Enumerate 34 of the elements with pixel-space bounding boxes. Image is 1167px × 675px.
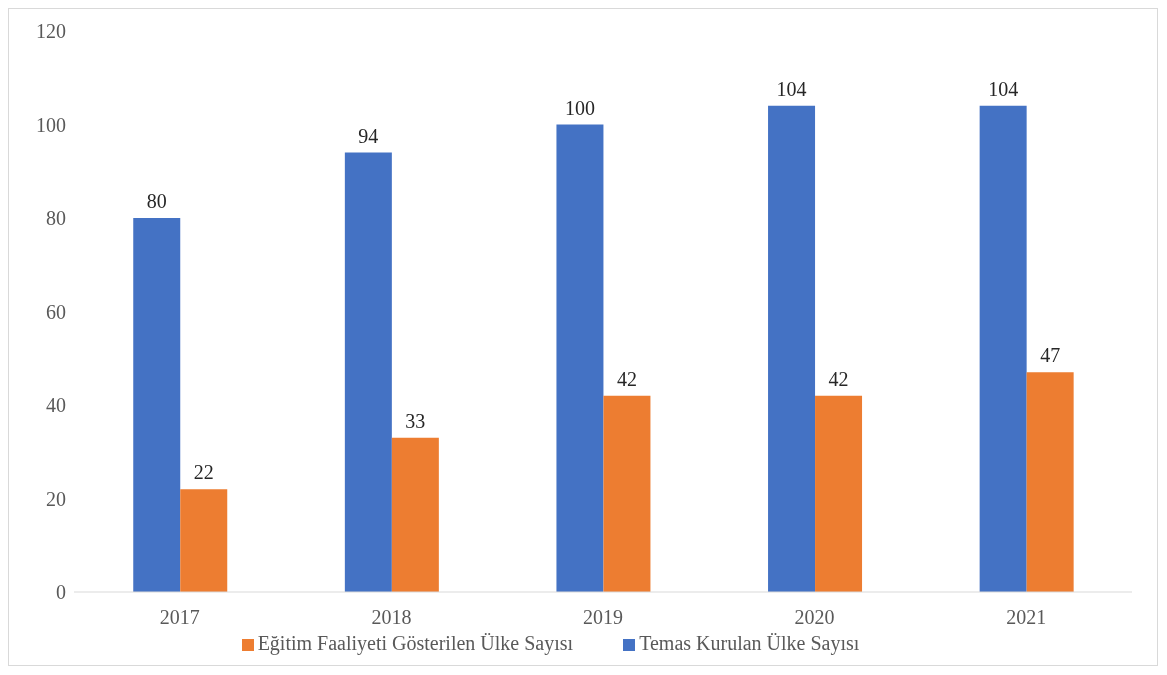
y-tick-label: 20 xyxy=(46,487,66,510)
bar xyxy=(815,395,863,592)
legend-label: Eğitim Faaliyeti Gösterilen Ülke Sayısı xyxy=(257,632,574,654)
data-label: 80 xyxy=(146,190,167,212)
data-label: 42 xyxy=(616,367,637,390)
data-label: 94 xyxy=(358,124,379,147)
data-label: 22 xyxy=(193,461,214,484)
y-tick-label: 120 xyxy=(36,20,66,43)
y-tick-label: 80 xyxy=(46,207,66,230)
data-label: 33 xyxy=(405,409,426,432)
y-tick-label: 40 xyxy=(46,394,66,417)
x-tick-label: 2021 xyxy=(1006,606,1047,629)
data-label: 42 xyxy=(828,367,849,390)
data-label: 47 xyxy=(1040,344,1061,367)
data-label: 100 xyxy=(564,96,595,119)
bar xyxy=(979,105,1027,592)
x-tick-label: 2018 xyxy=(371,606,412,629)
bar xyxy=(768,105,816,592)
legend-label: Temas Kurulan Ülke Sayısı xyxy=(639,632,860,654)
bar xyxy=(344,152,392,592)
y-tick-label: 0 xyxy=(56,581,66,604)
bar xyxy=(180,489,228,592)
bar xyxy=(391,437,439,592)
x-tick-label: 2019 xyxy=(583,606,623,629)
bar xyxy=(556,124,604,592)
bar xyxy=(1026,372,1074,592)
y-tick-label: 60 xyxy=(46,300,66,323)
bar xyxy=(133,218,181,592)
data-label: 104 xyxy=(988,77,1019,100)
bar xyxy=(603,395,651,592)
y-tick-label: 100 xyxy=(36,113,66,136)
data-label: 104 xyxy=(776,77,807,100)
x-tick-label: 2020 xyxy=(794,606,835,629)
x-tick-label: 2017 xyxy=(159,606,200,629)
